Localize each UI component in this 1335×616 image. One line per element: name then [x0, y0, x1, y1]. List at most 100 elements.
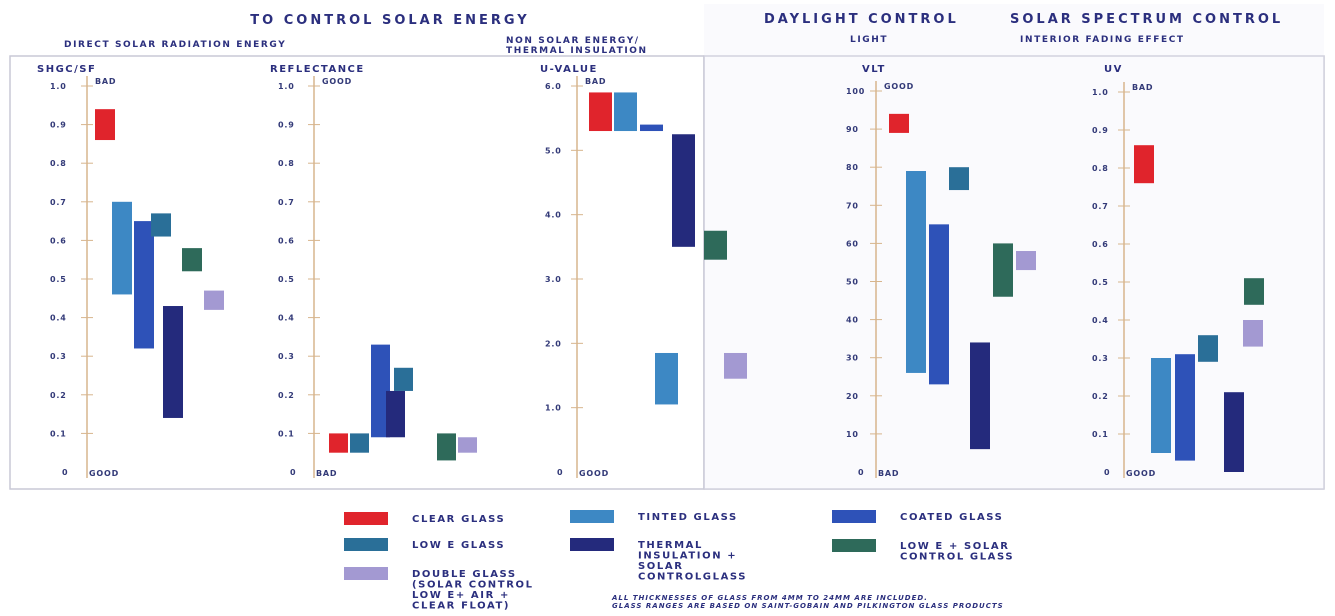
top-note: GOOD	[322, 77, 352, 86]
bar-double	[1243, 320, 1263, 347]
tick-label: 40	[846, 316, 859, 325]
tick-label: 0.3	[1092, 354, 1109, 363]
tick-label: 0.6	[1092, 240, 1109, 249]
bar-clear	[1134, 145, 1154, 184]
tick-label: 0	[1104, 468, 1110, 477]
bar-thermal	[970, 342, 990, 450]
legend-swatch	[344, 567, 388, 580]
tick-label: 20	[846, 392, 859, 401]
legend-label: INSULATION +	[638, 551, 737, 562]
footnote-line1: ALL THICKNESSES OF GLASS FROM 4MM TO 24M…	[611, 594, 928, 602]
legend-item-lowe: LOW E GLASS	[344, 538, 504, 551]
legend-label: CLEAR GLASS	[412, 514, 505, 525]
tick-label: 0.9	[1092, 126, 1109, 135]
bar-tinted	[655, 352, 678, 405]
bar-clear	[589, 92, 612, 132]
tick-label: 0.8	[278, 159, 295, 168]
y-axis-label: U-VALUE	[540, 64, 598, 75]
tick-label: 0.4	[1092, 316, 1109, 325]
tick-label: 60	[846, 239, 859, 248]
legend-label: LOW E + SOLAR	[900, 541, 1010, 552]
bar-double	[458, 437, 477, 453]
bar-double	[724, 352, 747, 379]
bar-double	[204, 290, 224, 310]
bar-lowe_solar	[993, 243, 1013, 297]
tick-label: 4.0	[545, 211, 562, 220]
tick-label: 0.1	[278, 429, 295, 438]
top-note: BAD	[95, 77, 116, 86]
bar-coated	[371, 344, 390, 438]
footnote-line2: GLASS RANGES ARE BASED ON SAINT-GOBAIN A…	[612, 602, 1004, 610]
bar-lowe_solar	[437, 433, 456, 461]
tick-label: 1.0	[1092, 88, 1109, 97]
tick-label: 0	[557, 468, 563, 477]
bar-thermal	[163, 306, 183, 418]
top-note: BAD	[1132, 83, 1153, 92]
bar-clear	[329, 433, 348, 453]
tick-label: 0.9	[50, 121, 67, 130]
non-solar-subheader-line1: NON SOLAR ENERGY/	[506, 36, 640, 46]
tick-label: 0.2	[278, 391, 295, 400]
tick-label: 0.6	[50, 236, 67, 245]
legend-swatch	[344, 538, 388, 551]
legend-swatch	[344, 512, 388, 525]
legend-item-tinted: TINTED GLASS	[570, 510, 736, 523]
bar-lowe_solar	[1244, 278, 1264, 305]
bar-lowe_solar	[182, 248, 202, 272]
tick-label: 0.2	[50, 391, 67, 400]
tick-label: 5.0	[545, 146, 562, 155]
tick-label: 1.0	[50, 82, 67, 91]
bottom-note: BAD	[316, 469, 337, 478]
legend-label: COATED GLASS	[900, 512, 1003, 523]
tick-label: 0.5	[278, 275, 295, 284]
bar-coated	[929, 224, 949, 385]
bar-coated	[640, 124, 663, 132]
y-axis-label: UV	[1104, 64, 1123, 75]
tick-label: 0.1	[50, 429, 67, 438]
legend-swatch	[570, 538, 614, 551]
top-note: BAD	[585, 77, 606, 86]
panel-frame-right	[703, 55, 1325, 490]
daylight-header: DAYLIGHT CONTROL	[764, 12, 959, 27]
direct-subheader: DIRECT SOLAR RADIATION ENERGY	[64, 40, 286, 50]
bar-thermal	[672, 134, 695, 247]
legend-swatch	[832, 510, 876, 523]
tick-label: 80	[846, 163, 859, 172]
tick-label: 0.7	[50, 198, 67, 207]
bar-tinted	[906, 171, 926, 373]
bar-tinted	[112, 201, 132, 295]
bar-lowe	[151, 213, 171, 237]
tick-label: 30	[846, 354, 859, 363]
right-panel-haze	[704, 4, 1324, 489]
tick-label: 100	[846, 87, 865, 96]
legend-label: LOW E+ AIR +	[412, 590, 510, 601]
legend-label: DOUBLE GLASS	[412, 569, 517, 580]
bar-thermal	[386, 390, 405, 438]
bar-lowe_solar	[704, 230, 727, 260]
bar-thermal	[1224, 392, 1244, 472]
tick-label: 0.9	[278, 121, 295, 130]
bar-lowe	[350, 433, 369, 453]
legend-label: SOLAR	[638, 561, 684, 572]
tick-label: 0.8	[1092, 164, 1109, 173]
tick-label: 0	[290, 468, 296, 477]
fading-subheader: INTERIOR FADING EFFECT	[1020, 35, 1185, 45]
tick-label: 0.5	[50, 275, 67, 284]
legend-item-clear: CLEAR GLASS	[344, 512, 505, 525]
tick-label: 0.8	[50, 159, 67, 168]
bar-tinted	[1151, 358, 1171, 453]
chart-reflectance: REFLECTANCE GOOD BAD 0 0.1 0.2 0.3 0.4 0.5 0.6 0.7…	[270, 64, 477, 478]
top-note: GOOD	[884, 82, 914, 91]
legend-swatch	[570, 510, 614, 523]
tick-label: 70	[846, 201, 859, 210]
legend-label: CONTROL GLASS	[900, 552, 1014, 563]
bar-clear	[95, 109, 115, 141]
bottom-note: GOOD	[89, 469, 119, 478]
chart-vlt: VLT GOOD BAD 0 10 20 30 40 50 60 70 80 90 100	[846, 64, 1036, 478]
tick-label: 0.3	[278, 352, 295, 361]
tick-label: 1.0	[278, 82, 295, 91]
tick-label: 1.0	[545, 404, 562, 413]
tick-label: 0.4	[50, 314, 67, 323]
